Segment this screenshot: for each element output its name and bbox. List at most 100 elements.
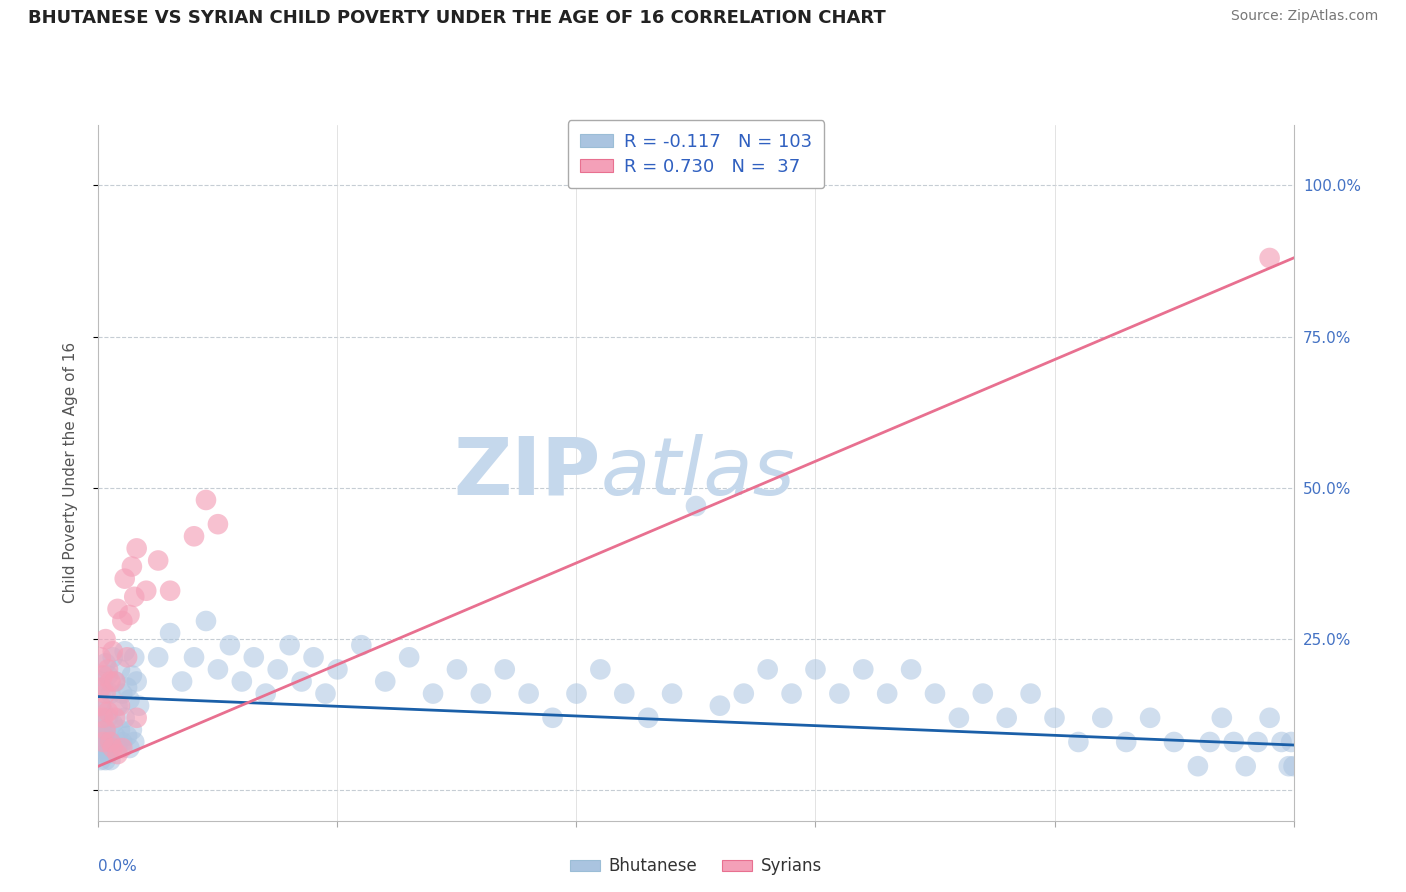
Point	[108, 698, 131, 713]
Point	[111, 687, 134, 701]
Point	[159, 583, 181, 598]
Point	[172, 674, 194, 689]
Point	[115, 729, 138, 743]
Text: atlas: atlas	[600, 434, 796, 512]
Point	[91, 681, 114, 695]
Point	[125, 541, 148, 556]
Point	[111, 614, 134, 628]
Point	[91, 668, 114, 682]
Point	[1279, 735, 1302, 749]
Text: BHUTANESE VS SYRIAN CHILD POVERTY UNDER THE AGE OF 16 CORRELATION CHART: BHUTANESE VS SYRIAN CHILD POVERTY UNDER …	[28, 9, 886, 27]
Point	[101, 650, 124, 665]
Point	[1258, 251, 1281, 265]
Point	[125, 674, 148, 689]
Point	[98, 735, 122, 749]
Point	[90, 681, 112, 695]
Point	[104, 674, 127, 689]
Point	[1067, 735, 1090, 749]
Point	[97, 668, 120, 682]
Point	[101, 741, 124, 756]
Point	[804, 662, 827, 676]
Point	[995, 711, 1018, 725]
Point	[91, 705, 114, 719]
Point	[90, 716, 112, 731]
Legend: Bhutanese, Syrians: Bhutanese, Syrians	[564, 851, 828, 882]
Point	[94, 687, 117, 701]
Point	[780, 687, 803, 701]
Point	[97, 747, 120, 761]
Point	[98, 674, 122, 689]
Point	[1139, 711, 1161, 725]
Point	[470, 687, 492, 701]
Point	[148, 553, 170, 567]
Point	[254, 687, 277, 701]
Point	[685, 499, 707, 513]
Point	[115, 650, 138, 665]
Point	[91, 735, 114, 749]
Point	[1246, 735, 1268, 749]
Point	[291, 674, 314, 689]
Point	[124, 590, 146, 604]
Point	[91, 729, 114, 743]
Point	[94, 753, 117, 767]
Point	[1234, 759, 1257, 773]
Point	[494, 662, 516, 676]
Point	[756, 662, 779, 676]
Point	[422, 687, 444, 701]
Point	[1211, 711, 1233, 725]
Point	[108, 723, 131, 737]
Point	[972, 687, 994, 701]
Point	[90, 741, 112, 756]
Point	[350, 638, 373, 652]
Point	[114, 644, 136, 658]
Point	[97, 662, 120, 676]
Point	[111, 735, 134, 749]
Point	[1187, 759, 1209, 773]
Point	[302, 650, 325, 665]
Point	[948, 711, 970, 725]
Point	[207, 517, 229, 532]
Point	[183, 650, 205, 665]
Point	[98, 753, 122, 767]
Point	[97, 711, 120, 725]
Point	[114, 711, 136, 725]
Point	[104, 729, 127, 743]
Point	[194, 614, 218, 628]
Point	[135, 583, 157, 598]
Point	[121, 559, 143, 574]
Point	[125, 711, 148, 725]
Point	[90, 698, 112, 713]
Point	[124, 650, 146, 665]
Point	[101, 716, 124, 731]
Point	[446, 662, 468, 676]
Point	[90, 753, 112, 767]
Point	[107, 698, 129, 713]
Text: Source: ZipAtlas.com: Source: ZipAtlas.com	[1230, 9, 1378, 23]
Point	[852, 662, 875, 676]
Point	[108, 662, 131, 676]
Text: ZIP: ZIP	[453, 434, 600, 512]
Point	[1258, 711, 1281, 725]
Point	[1091, 711, 1114, 725]
Point	[111, 741, 134, 756]
Point	[828, 687, 851, 701]
Point	[278, 638, 301, 652]
Point	[1222, 735, 1246, 749]
Point	[1115, 735, 1137, 749]
Point	[104, 674, 127, 689]
Point	[267, 662, 290, 676]
Point	[1043, 711, 1066, 725]
Point	[398, 650, 420, 665]
Point	[90, 674, 112, 689]
Point	[876, 687, 898, 701]
Point	[565, 687, 588, 701]
Point	[231, 674, 253, 689]
Point	[115, 681, 138, 695]
Point	[94, 723, 117, 737]
Point	[1019, 687, 1042, 701]
Point	[900, 662, 922, 676]
Point	[94, 741, 117, 756]
Point	[128, 698, 150, 713]
Point	[94, 657, 117, 671]
Point	[159, 626, 181, 640]
